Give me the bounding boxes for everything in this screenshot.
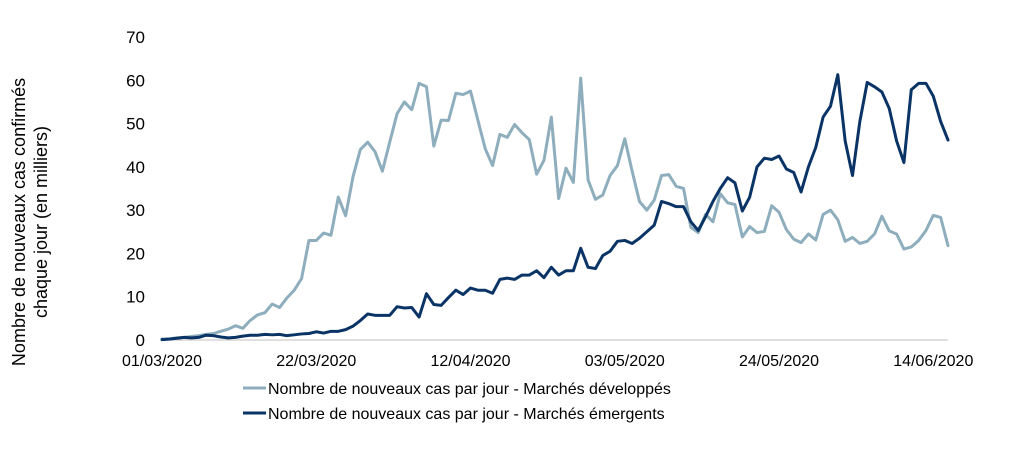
x-tick-label: 03/05/2020 bbox=[585, 353, 665, 370]
legend-label-emerging: Nombre de nouveaux cas par jour - Marché… bbox=[268, 406, 665, 423]
y-tick-label: 20 bbox=[126, 244, 145, 263]
series-line-developed bbox=[160, 76, 950, 341]
series-line-emerging bbox=[160, 73, 950, 342]
y-tick-label: 60 bbox=[126, 71, 145, 90]
series-lines bbox=[160, 73, 950, 342]
legend: Nombre de nouveaux cas par jour - Marché… bbox=[243, 381, 671, 423]
x-tick-label: 24/05/2020 bbox=[739, 353, 819, 370]
y-axis-label-line-1: Nombre de nouveaux cas confirmés bbox=[9, 78, 29, 366]
y-tick-label: 40 bbox=[126, 158, 145, 177]
legend-label-developed: Nombre de nouveaux cas par jour - Marché… bbox=[268, 381, 671, 398]
y-axis-ticks: 0 10 20 30 40 50 60 70 bbox=[126, 28, 145, 350]
x-axis-ticks: 01/03/2020 22/03/2020 12/04/2020 03/05/2020… bbox=[122, 353, 973, 370]
x-tick-label: 12/04/2020 bbox=[430, 353, 510, 370]
y-axis-label-line-2: chaque jour (en milliers) bbox=[31, 126, 51, 318]
y-tick-label: 10 bbox=[126, 288, 145, 307]
x-tick-label: 14/06/2020 bbox=[893, 353, 973, 370]
y-axis-label: Nombre de nouveaux cas confirmés chaque … bbox=[9, 78, 51, 366]
y-tick-label: 70 bbox=[126, 28, 145, 47]
x-tick-label: 01/03/2020 bbox=[122, 353, 202, 370]
y-tick-label: 50 bbox=[126, 115, 145, 134]
y-tick-label: 30 bbox=[126, 201, 145, 220]
x-tick-label: 22/03/2020 bbox=[276, 353, 356, 370]
y-tick-label: 0 bbox=[136, 331, 145, 350]
